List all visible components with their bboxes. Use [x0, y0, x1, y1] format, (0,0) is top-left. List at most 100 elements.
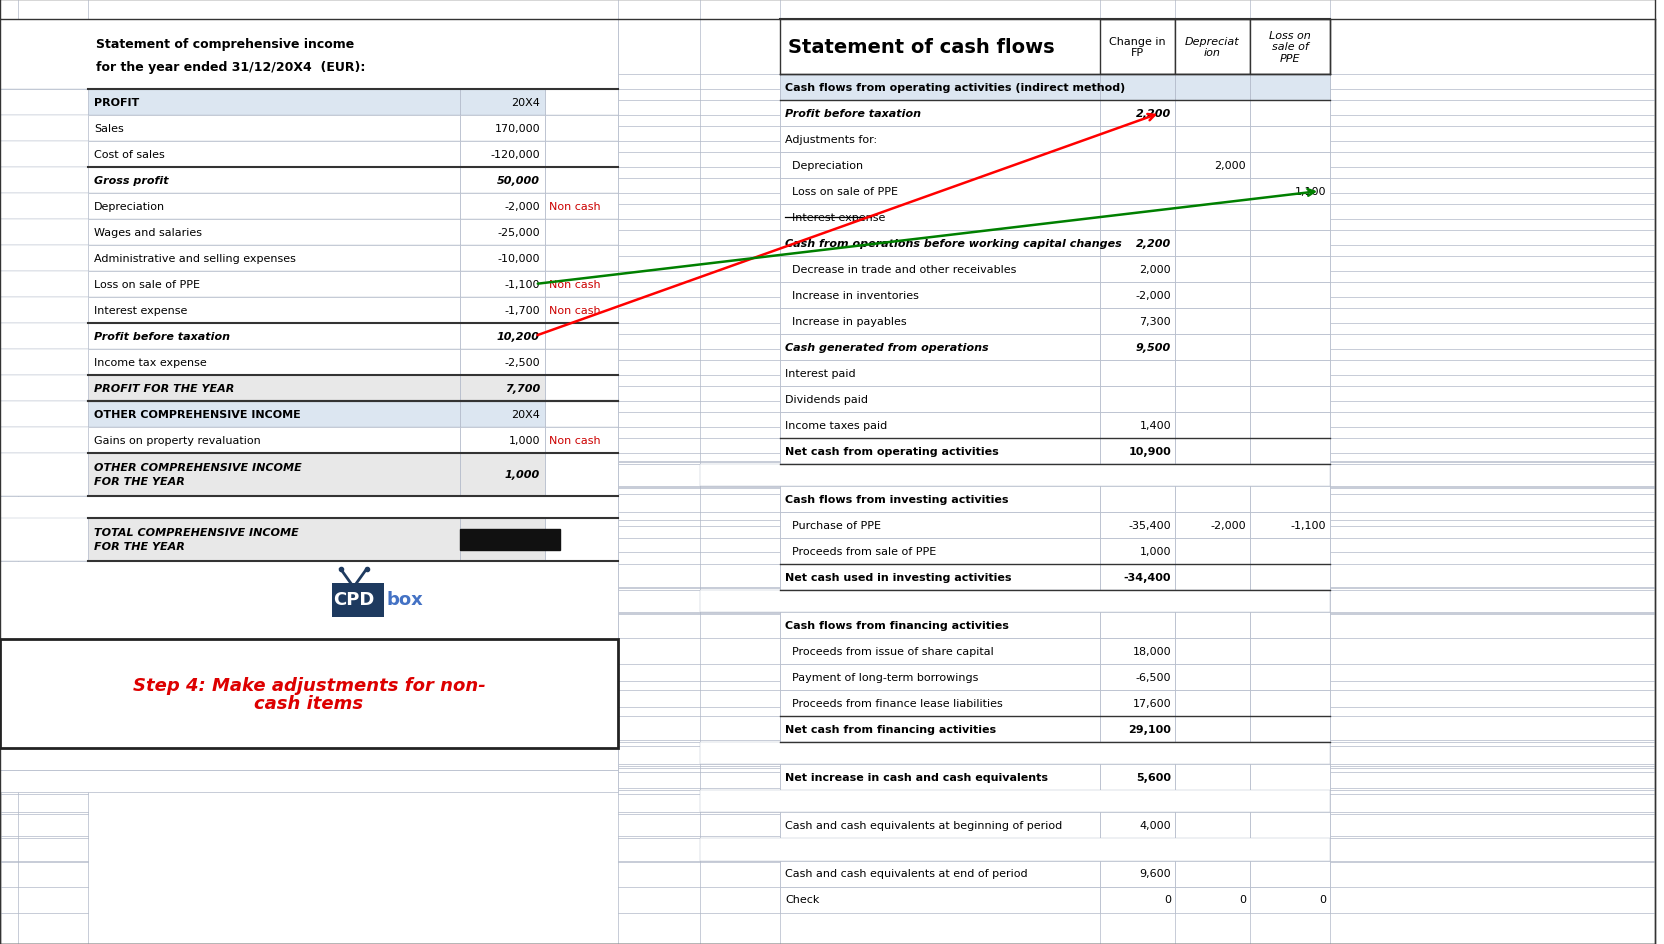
Text: Interest paid: Interest paid	[784, 368, 855, 379]
Text: Cash and cash equivalents at end of period: Cash and cash equivalents at end of peri…	[784, 868, 1027, 879]
Bar	[459, 297, 544, 324]
Bar	[544, 428, 617, 453]
Bar	[779, 205, 1100, 230]
Bar	[1250, 205, 1330, 230]
Bar	[459, 90, 544, 116]
Bar	[0, 639, 617, 749]
Text: Non cash: Non cash	[549, 279, 601, 290]
Bar	[779, 613, 1100, 638]
Text: -1,700: -1,700	[504, 306, 539, 315]
Text: 0: 0	[1163, 895, 1170, 904]
Text: Loss on sale of PPE: Loss on sale of PPE	[93, 279, 200, 290]
Text: -35,400: -35,400	[1128, 520, 1170, 531]
Bar	[1100, 716, 1175, 742]
Bar	[1175, 257, 1250, 282]
Bar	[1175, 178, 1250, 205]
Text: box: box	[386, 590, 423, 608]
Bar	[1250, 387, 1330, 413]
Bar	[699, 838, 1330, 861]
Bar	[0, 220, 617, 245]
Bar	[0, 562, 617, 639]
Bar	[1250, 513, 1330, 538]
Bar	[544, 142, 617, 168]
Text: 0: 0	[1318, 895, 1325, 904]
Text: 1,400: 1,400	[1138, 421, 1170, 430]
Text: 9,500: 9,500	[1135, 343, 1170, 353]
Bar	[0, 245, 617, 272]
Bar	[459, 142, 544, 168]
Bar	[1100, 205, 1175, 230]
Bar	[1100, 230, 1175, 257]
Text: Proceeds from finance lease liabilities: Proceeds from finance lease liabilities	[784, 699, 1002, 708]
Bar	[1250, 413, 1330, 439]
Text: -2,500: -2,500	[504, 358, 539, 367]
Text: Purchase of PPE: Purchase of PPE	[784, 520, 880, 531]
Text: -6,500: -6,500	[1135, 672, 1170, 683]
Bar	[1175, 765, 1250, 790]
Bar	[0, 349, 617, 376]
Text: -2,000: -2,000	[504, 202, 539, 211]
Text: Cost of sales: Cost of sales	[93, 150, 165, 160]
Bar	[1175, 716, 1250, 742]
Bar	[1175, 309, 1250, 334]
Text: 2,000: 2,000	[1138, 264, 1170, 275]
Bar	[779, 309, 1100, 334]
Bar	[1250, 230, 1330, 257]
Bar	[1100, 309, 1175, 334]
Bar	[1250, 665, 1330, 690]
Bar	[0, 168, 617, 194]
Bar	[1250, 126, 1330, 153]
Text: for the year ended 31/12/20X4  (EUR):: for the year ended 31/12/20X4 (EUR):	[97, 61, 364, 74]
Bar	[1100, 178, 1175, 205]
Text: 2,200: 2,200	[1135, 109, 1170, 119]
Bar	[779, 361, 1100, 387]
Bar	[1100, 126, 1175, 153]
Bar	[1100, 413, 1175, 439]
Bar	[1100, 361, 1175, 387]
Text: PROFIT FOR THE YEAR: PROFIT FOR THE YEAR	[93, 383, 235, 394]
Bar	[0, 428, 617, 453]
Text: Gross profit: Gross profit	[93, 176, 168, 186]
Bar	[88, 168, 459, 194]
Text: Proceeds from issue of share capital: Proceeds from issue of share capital	[784, 647, 993, 656]
Bar	[779, 126, 1100, 153]
Text: Administrative and selling expenses: Administrative and selling expenses	[93, 254, 296, 263]
Bar	[88, 142, 459, 168]
Bar	[1100, 334, 1175, 361]
Bar	[1175, 638, 1250, 665]
Bar	[779, 178, 1100, 205]
Text: 18,000: 18,000	[1132, 647, 1170, 656]
Bar	[1175, 439, 1250, 464]
Bar	[1175, 334, 1250, 361]
Bar	[88, 116, 459, 142]
Text: 0: 0	[1238, 895, 1245, 904]
Bar	[779, 230, 1100, 257]
Bar	[1250, 765, 1330, 790]
Bar	[1250, 178, 1330, 205]
Bar	[779, 257, 1100, 282]
Text: Net cash from operating activities: Net cash from operating activities	[784, 447, 998, 457]
Text: OTHER COMPREHENSIVE INCOME: OTHER COMPREHENSIVE INCOME	[93, 410, 301, 419]
Text: CPD: CPD	[333, 590, 374, 608]
Bar	[1100, 813, 1175, 838]
Text: Statement of cash flows: Statement of cash flows	[787, 38, 1053, 57]
Bar	[459, 194, 544, 220]
Bar	[1250, 886, 1330, 913]
Bar	[1175, 101, 1250, 126]
Bar	[1100, 387, 1175, 413]
Bar	[1100, 638, 1175, 665]
Bar	[0, 749, 617, 770]
Bar	[88, 245, 459, 272]
Bar	[1100, 886, 1175, 913]
Bar	[1175, 126, 1250, 153]
Bar	[459, 272, 544, 297]
Text: -2,000: -2,000	[1135, 291, 1170, 301]
Bar	[779, 765, 1100, 790]
Text: FOR THE YEAR: FOR THE YEAR	[93, 542, 185, 552]
Bar	[1175, 513, 1250, 538]
Text: Proceeds from sale of PPE: Proceeds from sale of PPE	[784, 547, 935, 557]
Bar	[779, 513, 1100, 538]
Bar	[459, 453, 544, 497]
Text: 7,700: 7,700	[504, 383, 539, 394]
Text: 20X4: 20X4	[511, 98, 539, 108]
